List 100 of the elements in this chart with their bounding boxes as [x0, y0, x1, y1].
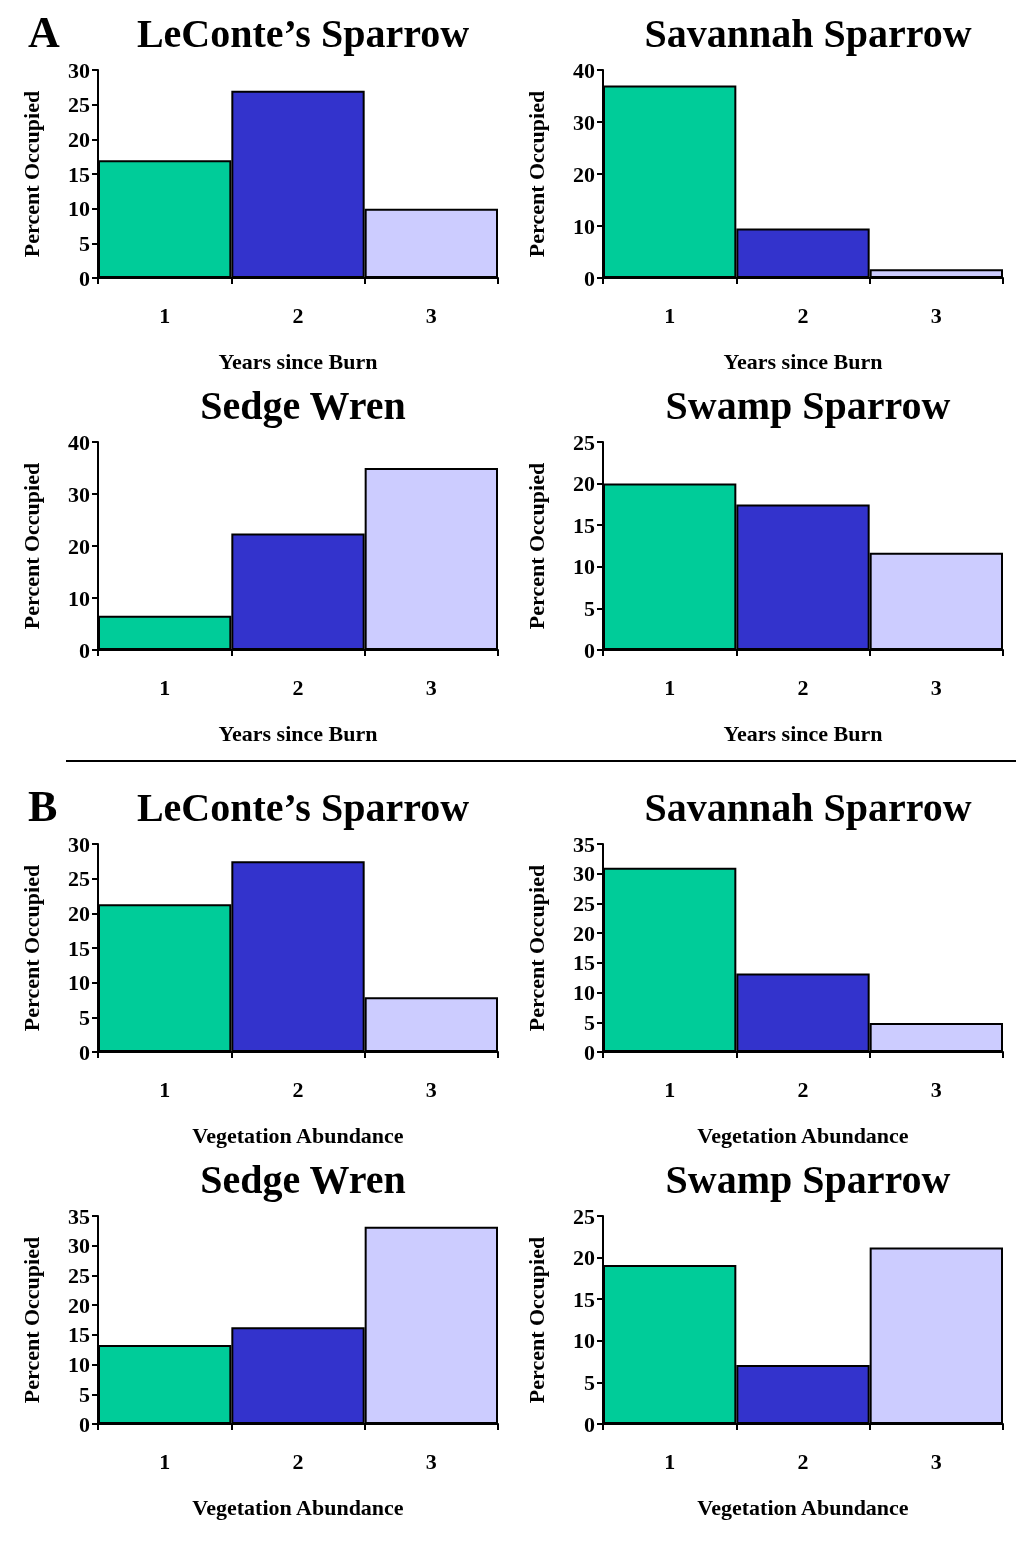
y-tick-label: 15: [68, 935, 90, 961]
y-tick-label: 30: [68, 57, 90, 83]
x-tick-label: 1: [159, 1448, 171, 1474]
x-axis-title: Years since Burn: [723, 720, 883, 746]
y-tick-label: 25: [68, 1262, 90, 1288]
y-tick-label: 15: [68, 1322, 90, 1348]
x-tick-label: 2: [797, 1076, 809, 1102]
y-tick-label: 25: [573, 890, 595, 916]
x-tick-label: 1: [664, 674, 676, 700]
x-tick-label: 2: [292, 1076, 304, 1102]
chart-title: Swamp Sparrow: [665, 382, 951, 428]
x-tick-label: 1: [664, 1448, 676, 1474]
chart-title: Sedge Wren: [200, 1156, 406, 1202]
y-tick-label: 10: [68, 970, 90, 996]
y-tick-label: 25: [573, 1203, 595, 1229]
x-axis-title: Years since Burn: [723, 348, 883, 374]
x-tick-label: 3: [930, 1448, 942, 1474]
y-tick-label: 30: [68, 831, 90, 857]
y-tick-label: 35: [573, 831, 595, 857]
text: B: [28, 781, 58, 831]
y-tick-label: 15: [573, 512, 595, 538]
y-tick-label: 20: [68, 533, 90, 559]
y-tick-label: 30: [68, 1233, 90, 1259]
x-tick-label: 3: [930, 1076, 942, 1102]
y-axis-title: Percent Occupied: [523, 1236, 549, 1404]
y-tick-label: 30: [573, 109, 595, 135]
x-tick-label: 1: [159, 674, 171, 700]
y-tick-label: 10: [573, 554, 595, 580]
x-tick-label: 3: [425, 1448, 437, 1474]
y-tick-label: 25: [573, 429, 595, 455]
y-tick-label: 5: [584, 1009, 595, 1035]
y-tick-label: 5: [79, 1381, 90, 1407]
x-tick-label: 2: [797, 674, 809, 700]
y-tick-label: 0: [79, 1411, 90, 1437]
chart-title: Savannah Sparrow: [644, 10, 972, 56]
y-tick-label: 0: [79, 1039, 90, 1065]
x-tick-label: 3: [930, 674, 942, 700]
y-tick-label: 20: [573, 920, 595, 946]
x-tick-label: 2: [292, 302, 304, 328]
y-tick-label: 10: [68, 196, 90, 222]
x-axis-title: Vegetation Abundance: [192, 1122, 404, 1148]
x-tick-label: 3: [425, 1076, 437, 1102]
y-tick-label: 20: [573, 471, 595, 497]
y-tick-label: 10: [68, 1352, 90, 1378]
y-axis-title: Percent Occupied: [523, 864, 549, 1032]
y-tick-label: 25: [68, 866, 90, 892]
y-tick-label: 0: [79, 637, 90, 663]
x-tick-label: 3: [425, 674, 437, 700]
chart-title: LeConte’s Sparrow: [136, 10, 470, 56]
y-tick-label: 20: [68, 1292, 90, 1318]
y-axis-title: Percent Occupied: [523, 90, 549, 258]
y-tick-label: 20: [573, 161, 595, 187]
y-tick-label: 0: [584, 637, 595, 663]
x-axis-title: Years since Burn: [218, 720, 378, 746]
y-tick-label: 40: [68, 429, 90, 455]
x-axis-title: Vegetation Abundance: [697, 1122, 909, 1148]
chart-title: Sedge Wren: [200, 382, 406, 428]
y-tick-label: 40: [573, 57, 595, 83]
y-axis-title: Percent Occupied: [523, 462, 549, 630]
y-axis-title: Percent Occupied: [18, 462, 44, 630]
y-tick-label: 15: [573, 950, 595, 976]
y-tick-label: 25: [68, 92, 90, 118]
y-tick-label: 5: [79, 1004, 90, 1030]
x-tick-label: 2: [292, 674, 304, 700]
y-tick-label: 15: [573, 1286, 595, 1312]
x-tick-label: 2: [292, 1448, 304, 1474]
y-tick-label: 5: [584, 595, 595, 621]
chart-title: Savannah Sparrow: [644, 784, 972, 830]
x-tick-label: 1: [159, 1076, 171, 1102]
y-axis-title: Percent Occupied: [18, 90, 44, 258]
y-tick-label: 30: [68, 481, 90, 507]
x-tick-label: 1: [159, 302, 171, 328]
y-tick-label: 15: [68, 161, 90, 187]
chart-title: LeConte’s Sparrow: [136, 784, 470, 830]
y-tick-label: 0: [584, 1039, 595, 1065]
y-tick-label: 5: [584, 1369, 595, 1395]
y-tick-label: 20: [573, 1245, 595, 1271]
x-axis-title: Vegetation Abundance: [697, 1494, 909, 1520]
y-tick-label: 20: [68, 900, 90, 926]
x-tick-label: 2: [797, 302, 809, 328]
chart-title: Swamp Sparrow: [665, 1156, 951, 1202]
y-tick-label: 35: [68, 1203, 90, 1229]
y-tick-label: 10: [573, 1328, 595, 1354]
x-tick-label: 1: [664, 1076, 676, 1102]
y-tick-label: 0: [584, 265, 595, 291]
x-axis-title: Vegetation Abundance: [192, 1494, 404, 1520]
y-axis-title: Percent Occupied: [18, 1236, 44, 1404]
y-tick-label: 0: [584, 1411, 595, 1437]
x-axis-title: Years since Burn: [218, 348, 378, 374]
x-tick-label: 2: [797, 1448, 809, 1474]
y-tick-label: 10: [68, 585, 90, 611]
y-tick-label: 5: [79, 230, 90, 256]
x-tick-label: 3: [930, 302, 942, 328]
x-tick-label: 1: [664, 302, 676, 328]
y-tick-label: 10: [573, 213, 595, 239]
y-tick-label: 0: [79, 265, 90, 291]
y-tick-label: 10: [573, 980, 595, 1006]
y-tick-label: 30: [573, 861, 595, 887]
y-axis-title: Percent Occupied: [18, 864, 44, 1032]
y-tick-label: 20: [68, 126, 90, 152]
